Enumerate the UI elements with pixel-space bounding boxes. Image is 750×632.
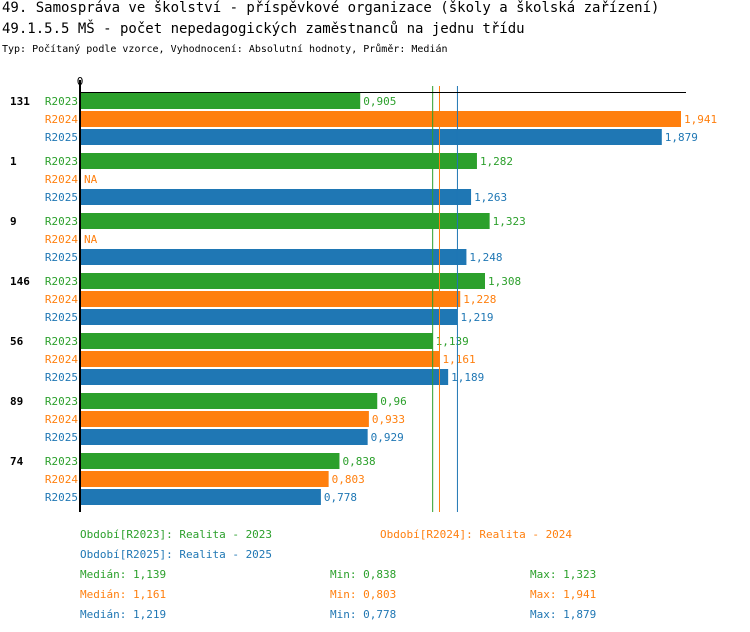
bar-R2024	[80, 411, 369, 427]
series-label: R2025	[45, 371, 78, 384]
series-label: R2024	[45, 413, 78, 426]
bar-R2023	[80, 393, 378, 409]
median-stat: Medián: 1,219	[80, 608, 166, 621]
bar-R2023	[80, 453, 340, 469]
series-label: R2025	[45, 191, 78, 204]
bar-R2025	[80, 309, 458, 325]
category-label: 56	[10, 335, 24, 348]
bar-R2024	[80, 351, 440, 367]
series-label: R2025	[45, 311, 78, 324]
series-label: R2024	[45, 113, 78, 126]
series-label: R2024	[45, 473, 78, 486]
bar-R2023	[80, 333, 433, 349]
category-label: 146	[10, 275, 30, 288]
min-stat: Min: 0,803	[330, 588, 396, 601]
bar-R2023	[80, 153, 477, 169]
data-label: 0,838	[342, 455, 375, 468]
data-label: 1,248	[469, 251, 502, 264]
category-label: 9	[10, 215, 17, 228]
data-label: 0,96	[380, 395, 407, 408]
bar-R2025	[80, 429, 368, 445]
series-label: R2024	[45, 293, 78, 306]
data-label: 1,161	[442, 353, 475, 366]
legend-item-R2023: Období[R2023]: Realita - 2023	[80, 528, 272, 541]
bar-R2025	[80, 489, 321, 505]
bar-R2023	[80, 93, 361, 109]
data-label: 1,228	[463, 293, 496, 306]
series-label: R2024	[45, 173, 78, 186]
data-label: 1,282	[480, 155, 513, 168]
chart-title: 49. Samospráva ve školství - příspěvkové…	[2, 0, 660, 16]
data-label: 0,933	[372, 413, 405, 426]
min-stat: Min: 0,838	[330, 568, 396, 581]
data-label: 1,308	[488, 275, 521, 288]
category-label: 1	[10, 155, 17, 168]
data-label: 0,803	[332, 473, 365, 486]
data-label: 1,263	[474, 191, 507, 204]
max-stat: Max: 1,323	[530, 568, 596, 581]
series-label: R2025	[45, 431, 78, 444]
series-label: R2024	[45, 233, 78, 246]
data-label: 0,905	[363, 95, 396, 108]
data-label: 1,879	[665, 131, 698, 144]
data-label: 1,219	[460, 311, 493, 324]
data-label: 1,941	[684, 113, 717, 126]
data-label: 0,929	[371, 431, 404, 444]
series-label: R2025	[45, 131, 78, 144]
data-label: 1,189	[451, 371, 484, 384]
legend-item-R2024: Období[R2024]: Realita - 2024	[380, 528, 572, 541]
series-label: R2023	[45, 155, 78, 168]
median-stat: Medián: 1,139	[80, 568, 166, 581]
chart-type-description: Typ: Počítaný podle vzorce, Vyhodnocení:…	[2, 44, 448, 55]
series-label: R2025	[45, 491, 78, 504]
max-stat: Max: 1,879	[530, 608, 596, 621]
category-label: 89	[10, 395, 23, 408]
bar-R2024	[80, 291, 461, 307]
median-stat: Medián: 1,161	[80, 588, 166, 601]
series-label: R2023	[45, 335, 78, 348]
series-label: R2024	[45, 353, 78, 366]
bar-R2025	[80, 129, 662, 145]
chart-subtitle-indicator: 49.1.5.5 MŠ - počet nepedagogických zamě…	[2, 21, 525, 37]
bar-R2025	[80, 189, 472, 205]
series-label: R2023	[45, 275, 78, 288]
bar-R2023	[80, 273, 486, 289]
data-label: 1,139	[436, 335, 469, 348]
series-label: R2023	[45, 395, 78, 408]
bar-R2025	[80, 369, 449, 385]
data-label: 0,778	[324, 491, 357, 504]
bar-R2023	[80, 213, 490, 229]
legend-item-R2025: Období[R2025]: Realita - 2025	[80, 548, 272, 561]
max-stat: Max: 1,941	[530, 588, 596, 601]
series-label: R2023	[45, 95, 78, 108]
series-label: R2023	[45, 455, 78, 468]
data-label-na: NA	[84, 173, 98, 186]
category-label: 131	[10, 95, 30, 108]
series-label: R2023	[45, 215, 78, 228]
data-label: 1,323	[493, 215, 526, 228]
bar-R2024	[80, 471, 329, 487]
bar-R2024	[80, 111, 681, 127]
series-label: R2025	[45, 251, 78, 264]
data-label-na: NA	[84, 233, 98, 246]
min-stat: Min: 0,778	[330, 608, 396, 621]
bar-R2025	[80, 249, 467, 265]
category-label: 74	[10, 455, 24, 468]
